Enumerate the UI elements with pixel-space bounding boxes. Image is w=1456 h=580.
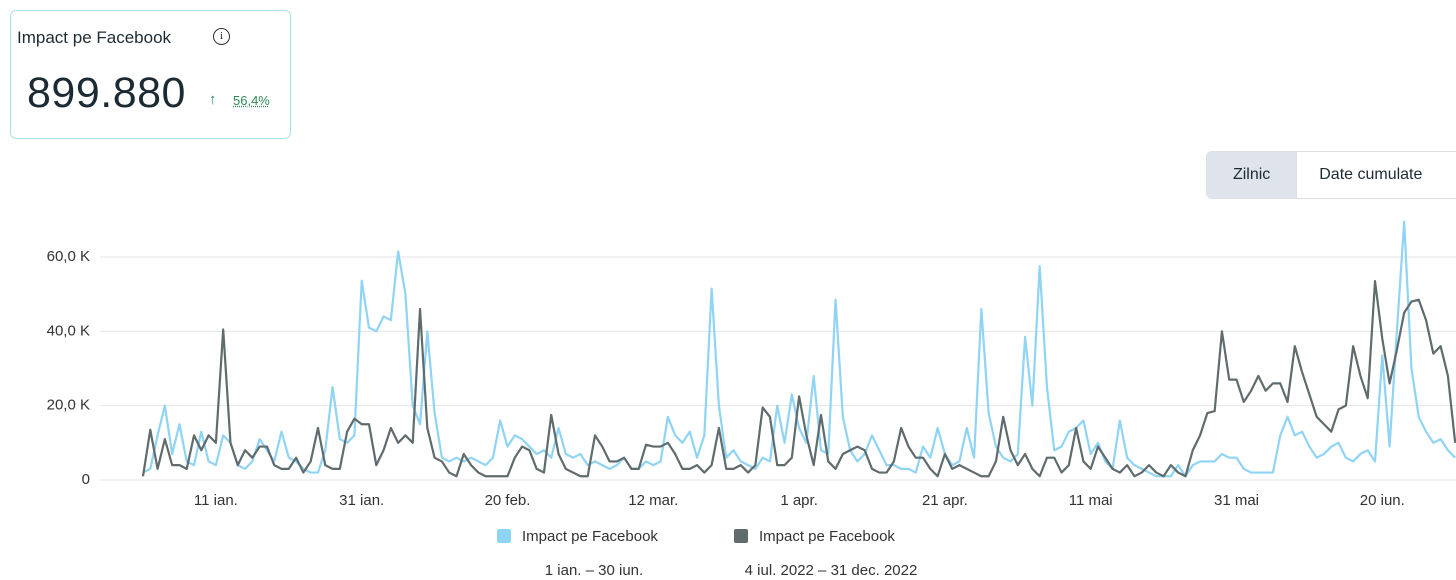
toggle-button[interactable]: Zilnic: [1207, 152, 1297, 198]
y-tick-label: 40,0 K: [47, 322, 90, 339]
x-tick-label: 21 apr.: [922, 492, 968, 509]
x-tick-label: 31 ian.: [339, 492, 384, 509]
series-line: [142, 220, 1456, 478]
toggle-group: Zilnic Date cumulate: [1206, 151, 1456, 199]
legend-period: 1 ian. – 30 iun.: [545, 562, 643, 579]
legend-swatch: [497, 529, 511, 543]
info-icon[interactable]: i: [213, 28, 230, 45]
x-tick-label: 1 apr.: [780, 492, 818, 509]
legend-label: Impact pe Facebook: [522, 528, 658, 545]
metric-title: Impact pe Facebook: [17, 28, 172, 47]
metric-value: 899.880: [27, 69, 186, 117]
x-tick-label: 20 iun.: [1360, 492, 1405, 509]
legend-label: Impact pe Facebook: [759, 528, 895, 545]
y-tick-label: 20,0 K: [47, 397, 90, 414]
legend-period: 4 iul. 2022 – 31 dec. 2022: [745, 562, 918, 579]
y-tick-label: 0: [82, 471, 90, 488]
series-line: [141, 280, 1456, 478]
metric-card: Impact pe Facebook i 899.880 ↑ 56,4%: [10, 10, 291, 139]
toggle-button[interactable]: Date cumulate: [1296, 152, 1456, 198]
y-tick-label: 60,0 K: [47, 248, 90, 265]
x-tick-label: 12 mar.: [628, 492, 678, 509]
metric-change[interactable]: 56,4%: [233, 93, 270, 108]
up-arrow: ↑: [209, 91, 217, 108]
x-tick-label: 20 feb.: [485, 492, 531, 509]
legend-swatch: [734, 529, 748, 543]
x-tick-label: 31 mai: [1214, 492, 1259, 509]
x-tick-label: 11 mai: [1069, 492, 1113, 509]
x-tick-label: 11 ian.: [194, 492, 238, 509]
